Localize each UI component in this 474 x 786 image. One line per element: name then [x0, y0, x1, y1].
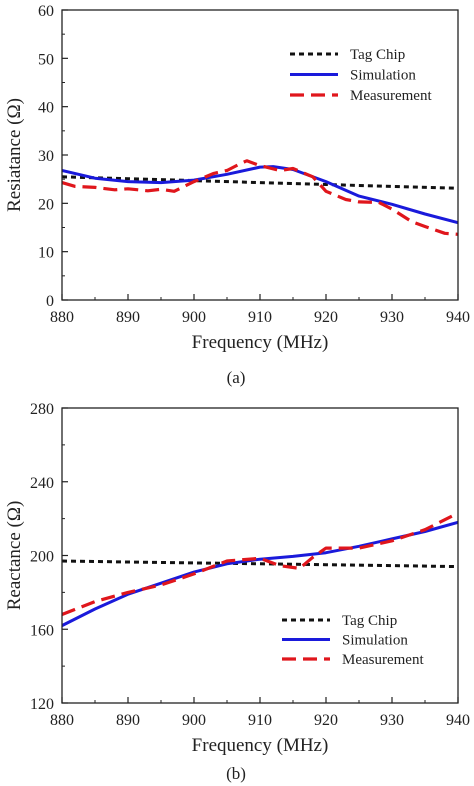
panel-caption: (b): [226, 764, 246, 783]
x-tick-label: 910: [248, 309, 272, 326]
x-tick-label: 940: [446, 712, 470, 729]
y-tick-label: 240: [30, 475, 54, 492]
x-tick-label: 900: [182, 712, 206, 729]
y-tick-label: 0: [46, 293, 54, 310]
y-tick-label: 30: [38, 148, 54, 165]
legend-label: Simulation: [350, 68, 416, 84]
y-tick-label: 40: [38, 100, 54, 117]
y-axis-label: Resiatance (Ω): [4, 98, 25, 212]
y-axis-label: Reactance (Ω): [4, 501, 25, 611]
x-tick-label: 920: [314, 309, 338, 326]
x-tick-label: 890: [116, 309, 140, 326]
legend: Tag Chip Simulation Measurement: [282, 613, 424, 668]
x-tick-label: 880: [50, 712, 74, 729]
y-tick-label: 20: [38, 196, 54, 213]
y-tick-label: 200: [30, 549, 54, 566]
legend-label: Tag Chip: [350, 47, 405, 63]
x-tick-label: 900: [182, 309, 206, 326]
x-tick-label: 930: [380, 309, 404, 326]
panel-caption: (a): [227, 368, 246, 387]
chart-reactance: 880 890 900 910 920 930 940 120 160 200 240 280 Freq…: [4, 401, 470, 783]
x-axis-label: Frequency (MHz): [192, 332, 329, 353]
series-line-tag-chip: [62, 559, 458, 569]
chart-resistance: 880 890 900 910 920 930 940 0 10 20 30 40 50 60 Freque…: [4, 3, 470, 387]
x-tick-label: 890: [116, 712, 140, 729]
x-tick-label: 880: [50, 309, 74, 326]
y-tick-label: 280: [30, 401, 54, 418]
x-axis-label: Frequency (MHz): [192, 735, 329, 756]
series-line-simulation: [62, 520, 458, 627]
legend-label: Measurement: [342, 652, 424, 668]
legend-label: Tag Chip: [342, 613, 397, 629]
series-line-tag-chip: [62, 175, 458, 190]
y-tick-label: 60: [38, 3, 54, 20]
x-tick-label: 940: [446, 309, 470, 326]
y-tick-label: 120: [30, 696, 54, 713]
series-line-measurement: [62, 159, 458, 236]
y-tick-label: 10: [38, 245, 54, 262]
series-line-measurement: [62, 511, 458, 616]
legend: Tag Chip Simulation Measurement: [290, 47, 432, 104]
x-tick-label: 910: [248, 712, 272, 729]
legend-label: Simulation: [342, 633, 408, 649]
x-tick-label: 930: [380, 712, 404, 729]
legend-label: Measurement: [350, 88, 432, 104]
y-tick-label: 160: [30, 622, 54, 639]
x-tick-label: 920: [314, 712, 338, 729]
y-tick-label: 50: [38, 51, 54, 68]
